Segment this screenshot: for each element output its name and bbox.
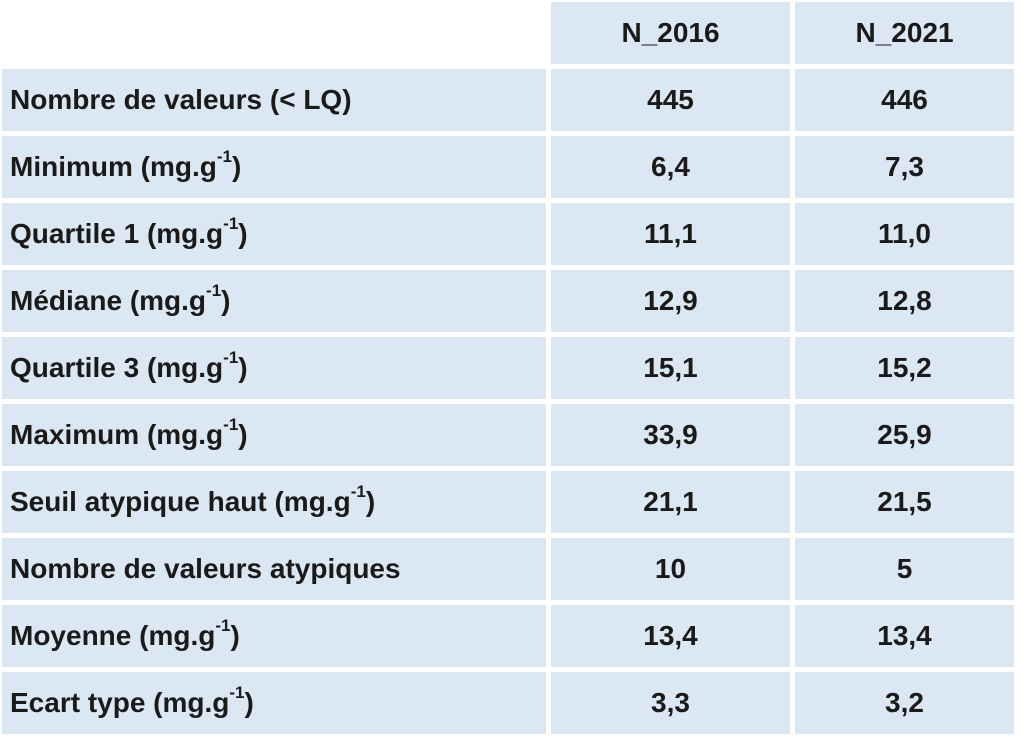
row-unit-close: ) [238,218,248,249]
table-row: Quartile 1 (mg.g-1) 11,1 11,0 [2,203,1014,265]
row-label: Maximum (mg.g-1) [2,404,546,466]
row-unit: (mg.g [274,486,351,517]
unit-exponent: -1 [215,615,231,635]
row-label: Minimum (mg.g-1) [2,136,546,198]
column-header-n2021: N_2021 [795,2,1014,64]
row-unit-close: ) [244,687,254,718]
row-label: Médiane (mg.g-1) [2,270,546,332]
row-unit: (mg.g [129,285,207,316]
row-label-text: Ecart type [10,687,154,718]
value-n2016: 6,4 [551,136,790,198]
value-n2021: 7,3 [795,136,1014,198]
table-row: Seuil atypique haut (mg.g-1) 21,1 21,5 [2,471,1014,533]
table-row: Médiane (mg.g-1) 12,9 12,8 [2,270,1014,332]
unit-exponent: -1 [206,280,222,300]
row-unit: (mg.g [153,687,230,718]
value-n2016: 21,1 [551,471,790,533]
table-row: Quartile 3 (mg.g-1) 15,1 15,2 [2,337,1014,399]
value-n2016: 445 [551,69,790,131]
unit-exponent: -1 [216,146,233,166]
value-n2021: 21,5 [795,471,1014,533]
row-label: Quartile 1 (mg.g-1) [2,203,546,265]
row-unit-close: ) [238,419,248,450]
value-n2021: 3,2 [795,672,1014,734]
row-label: Nombre de valeurs (< LQ) [2,69,546,131]
header-row: N_2016 N_2021 [2,2,1014,64]
row-label-text: Quartile 3 [10,352,147,383]
row-unit-close: ) [221,285,231,316]
value-n2016: 12,9 [551,270,790,332]
value-n2021: 15,2 [795,337,1014,399]
table-row: Minimum (mg.g-1) 6,4 7,3 [2,136,1014,198]
value-n2021: 11,0 [795,203,1014,265]
row-unit-close: ) [230,620,240,651]
row-label-text: Nombre de valeurs (< LQ) [10,84,352,115]
value-n2021: 25,9 [795,404,1014,466]
unit-exponent: -1 [223,213,239,233]
table-row: Ecart type (mg.g-1) 3,3 3,2 [2,672,1014,734]
table-row: Moyenne (mg.g-1) 13,4 13,4 [2,605,1014,667]
row-unit: (mg.g [146,352,224,383]
unit-exponent: -1 [350,481,366,501]
row-label-text: Minimum [10,151,141,182]
unit-exponent: -1 [223,414,239,434]
row-unit: (mg.g [140,151,217,182]
corner-cell [2,2,546,64]
unit-exponent: -1 [229,682,245,702]
value-n2016: 3,3 [551,672,790,734]
table-row: Maximum (mg.g-1) 33,9 25,9 [2,404,1014,466]
value-n2016: 10 [551,538,790,600]
row-unit-close: ) [238,352,248,383]
row-label: Nombre de valeurs atypiques [2,538,546,600]
value-n2016: 15,1 [551,337,790,399]
row-unit: (mg.g [146,218,224,249]
row-label-text: Nombre de valeurs atypiques [10,553,401,584]
row-label: Seuil atypique haut (mg.g-1) [2,471,546,533]
row-label: Quartile 3 (mg.g-1) [2,337,546,399]
row-label-text: Maximum [10,419,147,450]
value-n2021: 5 [795,538,1014,600]
row-label-text: Quartile 1 [10,218,147,249]
value-n2016: 11,1 [551,203,790,265]
table-row: Nombre de valeurs (< LQ) 445 446 [2,69,1014,131]
row-unit: (mg.g [139,620,216,651]
row-label-text: Seuil atypique haut [10,486,275,517]
value-n2016: 13,4 [551,605,790,667]
unit-exponent: -1 [223,347,239,367]
row-label-text: Moyenne [10,620,140,651]
value-n2021: 12,8 [795,270,1014,332]
value-n2016: 33,9 [551,404,790,466]
row-label-text: Médiane [10,285,130,316]
row-unit: (mg.g [146,419,224,450]
column-header-n2016: N_2016 [551,2,790,64]
row-unit-close: ) [232,151,242,182]
row-label: Ecart type (mg.g-1) [2,672,546,734]
value-n2021: 13,4 [795,605,1014,667]
row-unit-close: ) [365,486,376,517]
table-row: Nombre de valeurs atypiques 10 5 [2,538,1014,600]
value-n2021: 446 [795,69,1014,131]
row-label: Moyenne (mg.g-1) [2,605,546,667]
